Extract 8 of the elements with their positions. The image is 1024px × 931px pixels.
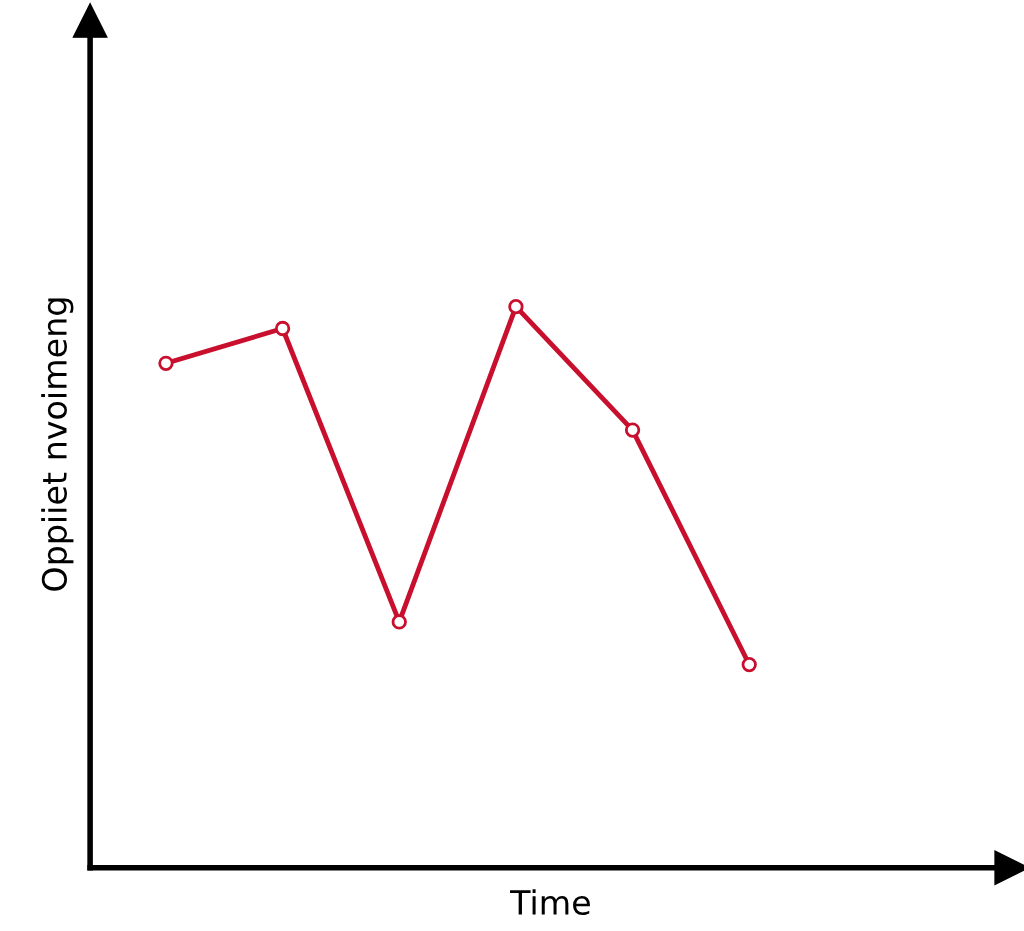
point [158,355,174,371]
y-axis-title: Oppiiet nvoimeng [41,298,74,591]
point [508,298,524,315]
x-axis-title: Time [510,889,590,916]
point [391,614,407,630]
point [274,320,291,337]
point [741,656,757,673]
point [624,422,641,438]
